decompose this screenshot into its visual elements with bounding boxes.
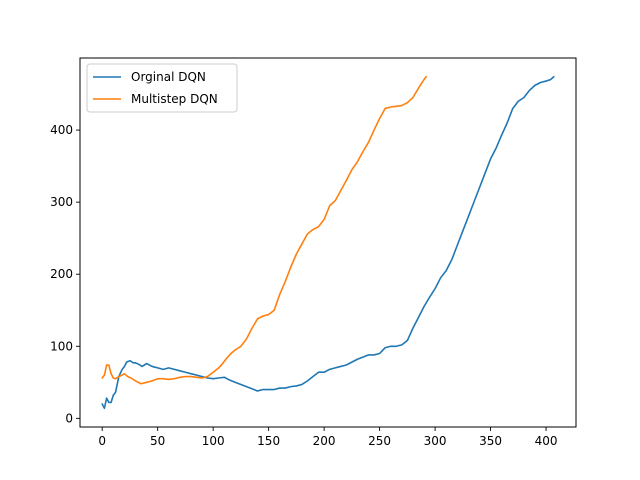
x-tick-label: 150 (257, 434, 280, 448)
series-line-1 (101, 75, 428, 385)
x-tick-label: 400 (535, 434, 558, 448)
y-tick-label: 200 (50, 267, 73, 281)
axes-frame (79, 57, 577, 428)
legend-label-1: Multistep DQN (131, 92, 218, 106)
x-tick-label: 0 (98, 434, 106, 448)
y-axis: 0 100 200 300 400 (50, 123, 80, 425)
plot-lines (101, 75, 555, 410)
y-tick-label: 300 (50, 195, 73, 209)
y-tick-label: 400 (50, 123, 73, 137)
x-tick-label: 350 (479, 434, 502, 448)
x-tick-label: 250 (368, 434, 391, 448)
x-tick-label: 200 (313, 434, 336, 448)
legend-label-0: Orginal DQN (131, 70, 206, 84)
legend: Orginal DQN Multistep DQN (86, 63, 238, 113)
y-tick-label: 0 (65, 411, 73, 425)
legend-box (86, 63, 238, 113)
x-tick-label: 100 (202, 434, 225, 448)
x-tick-label: 50 (150, 434, 165, 448)
series-line-0 (101, 75, 555, 410)
x-tick-label: 300 (424, 434, 447, 448)
x-axis: 0 50 100 150 200 250 300 350 400 (98, 427, 557, 448)
y-tick-label: 100 (50, 339, 73, 353)
